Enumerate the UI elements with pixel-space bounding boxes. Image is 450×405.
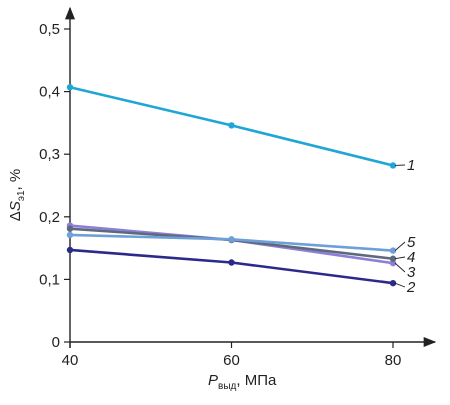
data-point-1 [228,122,235,129]
series-label-leader [394,262,406,273]
data-point-1 [66,84,74,91]
data-point-2 [66,246,74,254]
data-point-4 [389,255,397,262]
data-points [66,84,397,287]
y-tick-label: 0,3 [39,146,60,163]
data-point-1 [389,162,397,169]
data-point-5 [228,236,235,243]
y-tick-label: 0 [52,334,60,351]
y-tick-label: 0,4 [39,84,60,101]
series-label-5: 5 [407,234,416,251]
y-tick-label: 0,1 [39,271,60,288]
tick-labels: 0 0,1 0,2 0,3 0,4 0,5 40 60 80 [39,21,401,369]
data-point-4 [66,225,74,232]
series-lines [69,85,394,285]
y-tick-label: 0,2 [39,209,60,226]
x-axis-title: Pвыд, МПа [208,372,277,392]
series-label-leader [394,282,406,288]
series-label-2: 2 [406,279,416,296]
series-label-leader [394,241,406,251]
axes [64,6,437,348]
series-label-3: 3 [407,264,416,281]
series-label-1: 1 [407,157,415,174]
data-point-5 [389,247,397,254]
y-axis-title-wrap: ΔSэ1, % [2,140,32,250]
y-tick-label: 0,5 [39,21,60,38]
series-label-leader [394,256,406,260]
x-tick-label: 60 [223,352,240,369]
x-tick-label: 40 [62,352,79,369]
data-point-2 [389,279,397,287]
x-tick-label: 80 [385,352,402,369]
series-label-4: 4 [407,249,415,266]
data-point-2 [228,259,235,266]
data-point-3 [389,259,397,267]
data-point-5 [66,231,74,239]
y-axis-title: ΔSэ1, % [7,168,27,222]
